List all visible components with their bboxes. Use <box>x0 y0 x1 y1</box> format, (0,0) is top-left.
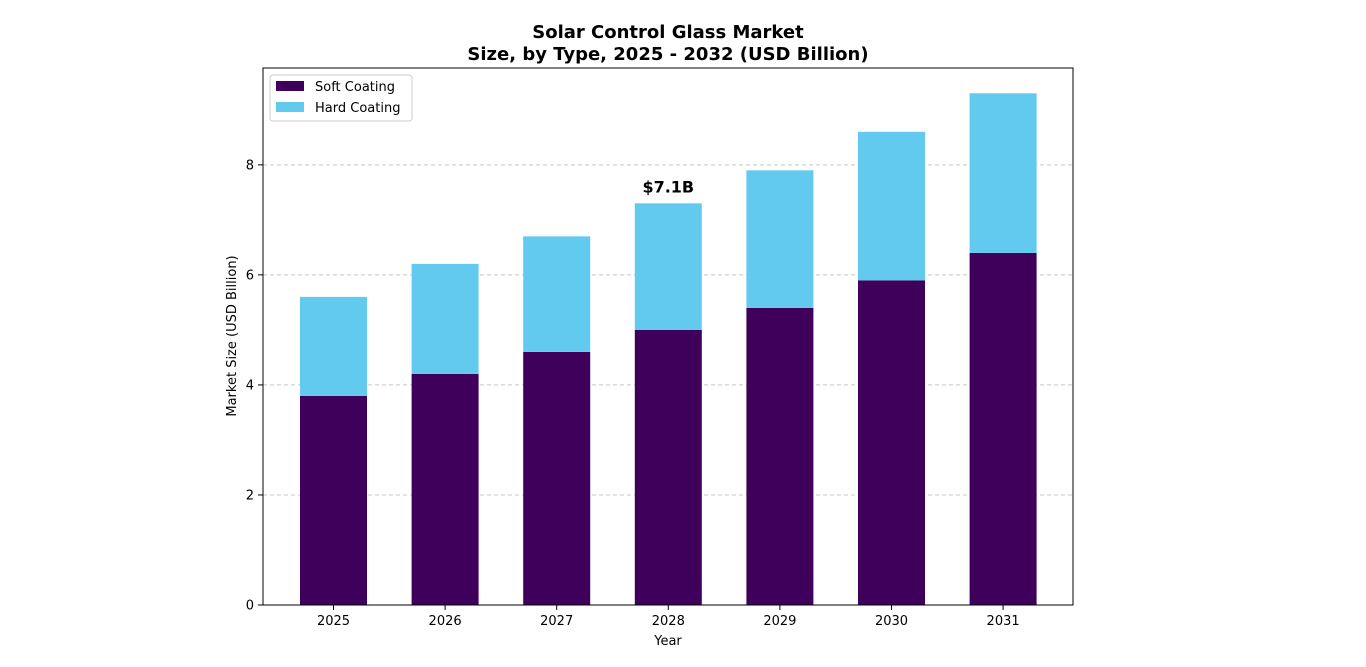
bar-hard-coating-2029 <box>746 170 814 308</box>
y-axis: 0 2 4 6 8 <box>246 158 263 614</box>
legend-label-hard-coating: Hard Coating <box>315 101 400 116</box>
legend-swatch-hard-coating <box>276 102 304 112</box>
x-tick-label: 2029 <box>763 614 796 629</box>
bar-soft-coating-2030 <box>858 280 925 605</box>
y-tick-label: 8 <box>246 158 254 173</box>
y-axis-label: Market Size (USD Billion) <box>225 255 240 416</box>
x-tick-label: 2025 <box>317 614 350 629</box>
chart-title-line1: Solar Control Glass Market <box>532 22 804 43</box>
x-axis: 2025 2026 2027 2028 2029 2030 2031 <box>317 605 1020 629</box>
x-tick-label: 2031 <box>987 614 1020 629</box>
x-tick-label: 2026 <box>429 614 462 629</box>
bar-soft-coating-2025 <box>300 395 367 605</box>
bar-hard-coating-2025 <box>300 296 367 396</box>
x-tick-label: 2028 <box>652 614 685 629</box>
bar-hard-coating-2031 <box>969 93 1037 253</box>
y-tick-label: 0 <box>246 599 254 614</box>
legend-swatch-soft-coating <box>276 81 304 91</box>
bars <box>300 93 1037 606</box>
bar-soft-coating-2026 <box>411 373 479 605</box>
total-annotation: $7.1B <box>642 177 694 196</box>
bar-hard-coating-2030 <box>858 131 925 281</box>
y-tick-label: 6 <box>246 268 254 283</box>
x-axis-label: Year <box>653 634 682 649</box>
bar-hard-coating-2028 <box>634 203 702 330</box>
bar-hard-coating-2027 <box>523 236 591 352</box>
bar-hard-coating-2026 <box>411 263 479 374</box>
bar-soft-coating-2031 <box>969 252 1037 606</box>
y-tick-label: 2 <box>246 488 254 503</box>
x-tick-label: 2030 <box>875 614 908 629</box>
legend-label-soft-coating: Soft Coating <box>315 80 395 95</box>
bar-soft-coating-2029 <box>746 307 814 605</box>
chart-title-line2: Size, by Type, 2025 - 2032 (USD Billion) <box>467 44 868 65</box>
legend: Soft Coating Hard Coating <box>269 74 413 122</box>
bar-soft-coating-2028 <box>634 329 702 605</box>
x-tick-label: 2027 <box>540 614 573 629</box>
bar-soft-coating-2027 <box>523 351 591 605</box>
grid-lines <box>263 164 1073 496</box>
y-tick-label: 4 <box>246 378 254 393</box>
legend-box <box>269 74 413 122</box>
